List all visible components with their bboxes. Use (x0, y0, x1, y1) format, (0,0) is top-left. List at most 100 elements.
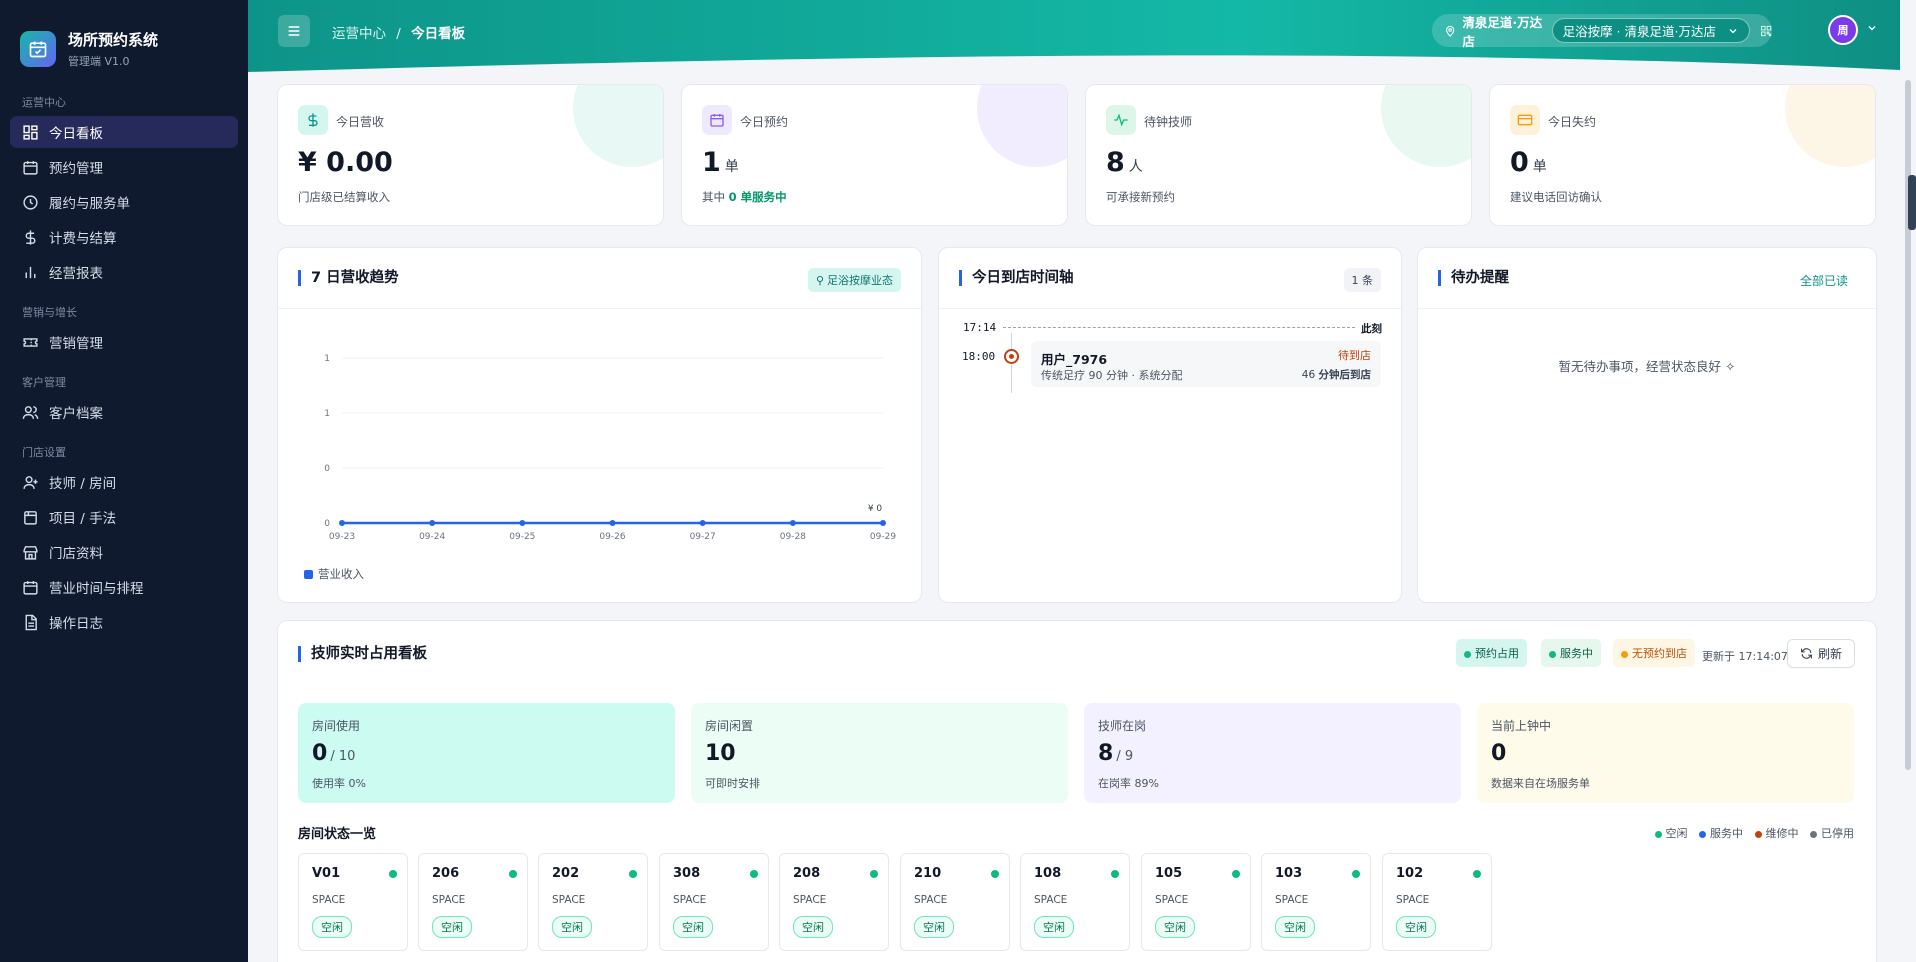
room-card[interactable]: 208 SPACE 空闲 (779, 853, 889, 951)
refresh-button[interactable]: 刷新 (1787, 639, 1855, 668)
stat-desc: 建议电话回访确认 (1510, 190, 1602, 204)
nav-group-label: 客户管理 (22, 376, 66, 389)
nav-group-label: 门店设置 (22, 446, 66, 459)
page-scrollbar[interactable] (1905, 80, 1911, 770)
divider (278, 308, 921, 309)
sidebar-item-projects[interactable]: 项目 / 手法 (10, 501, 238, 533)
status-dot (629, 870, 637, 878)
updated-time: 更新于 17:14:07 (1702, 650, 1788, 663)
calendar-icon (23, 160, 38, 175)
chevron-down-icon[interactable] (1866, 22, 1878, 38)
data-point (339, 520, 345, 526)
y-tick-label: 1 (324, 409, 330, 419)
revenue-chart: 0 0 1 1 09-23 09-24 09-25 09-26 09-27 09-28 09-29 ¥… (324, 354, 896, 542)
kpi-room-usage: 房间使用 0/ 10 使用率 0% (298, 703, 675, 803)
stat-label: 今日预约 (740, 115, 789, 129)
timeline-entry[interactable]: 用户_7976 待到店 传统足疗 90 分钟 · 系统分配 46 分钟后到店 (1031, 341, 1381, 387)
sidebar-item-service-orders[interactable]: 履约与服务单 (10, 186, 238, 218)
breadcrumb-separator: / (396, 26, 401, 42)
stat-card-revenue: 今日营收 ¥ 0.00 门店级已结算收入 (277, 84, 664, 226)
sidebar-item-schedule[interactable]: 营业时间与排程 (10, 571, 238, 603)
room-card[interactable]: 103 SPACE 空闲 (1261, 853, 1371, 951)
x-tick-label: 09-26 (599, 532, 625, 542)
pulse-icon (1106, 105, 1136, 135)
section-title: 技师实时占用看板 (298, 646, 427, 662)
room-type: SPACE (312, 894, 346, 906)
room-card[interactable]: 102 SPACE 空闲 (1382, 853, 1492, 951)
sidebar-item-logs[interactable]: 操作日志 (10, 606, 238, 638)
card-decoration (1785, 85, 1875, 167)
room-card[interactable]: 202 SPACE 空闲 (538, 853, 648, 951)
mark-all-read-link[interactable]: 全部已读 (1799, 274, 1848, 288)
kpi-in-service: 当前上钟中 0 数据来自在场服务单 (1477, 703, 1854, 803)
stat-desc: 门店级已结算收入 (298, 190, 390, 204)
breadcrumb-parent[interactable]: 运营中心 (332, 26, 386, 42)
location-icon (1446, 25, 1455, 37)
sidebar-item-reports[interactable]: 经营报表 (10, 256, 238, 288)
sidebar-item-label: 营业时间与排程 (49, 581, 144, 597)
ticket-icon (23, 337, 38, 347)
clock-icon (23, 194, 38, 210)
divider (939, 308, 1401, 309)
stat-label: 待钟技师 (1144, 115, 1193, 129)
room-card[interactable]: 206 SPACE 空闲 (418, 853, 528, 951)
x-tick-label: 09-27 (690, 532, 716, 542)
sidebar-item-label: 今日看板 (49, 126, 103, 142)
todo-card: 待办提醒 全部已读 暂无待办事项，经营状态良好 ✧ (1417, 247, 1877, 603)
room-type: SPACE (673, 894, 707, 906)
room-name: 202 (552, 866, 580, 881)
room-name: 108 (1034, 866, 1062, 881)
sidebar-item-reservations[interactable]: 预约管理 (10, 151, 238, 183)
room-name: 206 (432, 866, 460, 881)
data-point (609, 520, 616, 526)
rooms-title: 房间状态一览 (298, 827, 377, 842)
status-dot (1232, 870, 1240, 878)
status-badge: 空闲 (312, 916, 352, 938)
timeline-dot-icon (1004, 349, 1019, 364)
store-icon (23, 545, 38, 560)
stat-label: 今日失约 (1548, 115, 1597, 129)
room-card[interactable]: V01 SPACE 空闲 (298, 853, 408, 951)
menu-toggle-button[interactable] (278, 15, 310, 47)
sidebar-item-staff-rooms[interactable]: 技师 / 房间 (10, 466, 238, 498)
room-name: 105 (1155, 866, 1183, 881)
sidebar-item-dashboard[interactable]: 今日看板 (10, 116, 238, 148)
now-label: 此刻 (1361, 323, 1382, 335)
sidebar-item-marketing[interactable]: 营销管理 (10, 326, 238, 358)
brand: 场所预约系统 管理端 V1.0 (0, 0, 248, 78)
stat-desc: 其中 0 单服务中 (702, 190, 787, 204)
room-type: SPACE (914, 894, 948, 906)
status-badge: 空闲 (552, 916, 592, 938)
status-badge: 空闲 (793, 916, 833, 938)
user-avatar[interactable]: 周 (1828, 15, 1858, 45)
entry-time: 18:00 (962, 350, 996, 363)
room-card[interactable]: 210 SPACE 空闲 (900, 853, 1010, 951)
card-decoration (977, 85, 1067, 167)
room-card[interactable]: 105 SPACE 空闲 (1141, 853, 1251, 951)
side-scroll-handle[interactable] (1908, 175, 1916, 230)
sidebar-item-label: 预约管理 (49, 161, 103, 177)
store-switcher: 清泉足道·万达店 足浴按摩 · 清泉足道·万达店 (1432, 14, 1772, 49)
topbar: 运营中心 / 今日看板 清泉足道·万达店 足浴按摩 · 清泉足道·万达店 周 (248, 0, 1900, 88)
store-select[interactable]: 足浴按摩 · 清泉足道·万达店 (1551, 18, 1750, 43)
room-card[interactable]: 108 SPACE 空闲 (1020, 853, 1130, 951)
sidebar-item-label: 计费与结算 (49, 231, 117, 247)
qr-code-icon[interactable] (1760, 24, 1772, 38)
y-tick-label: 0 (324, 519, 330, 529)
x-tick-label: 09-24 (419, 532, 445, 542)
legend-tag-walk-in: 无预约到店 (1613, 639, 1695, 667)
app-logo-icon (20, 31, 56, 67)
status-badge: 空闲 (1275, 916, 1315, 938)
sidebar-item-store-info[interactable]: 门店资料 (10, 536, 238, 568)
sidebar-item-customers[interactable]: 客户档案 (10, 396, 238, 428)
room-card[interactable]: 308 SPACE 空闲 (659, 853, 769, 951)
status-badge: 空闲 (673, 916, 713, 938)
x-tick-label: 09-23 (329, 532, 355, 542)
sidebar-item-billing[interactable]: 计费与结算 (10, 221, 238, 253)
data-label: ¥ 0 (868, 504, 883, 514)
stat-desc: 可承接新预约 (1106, 190, 1175, 204)
